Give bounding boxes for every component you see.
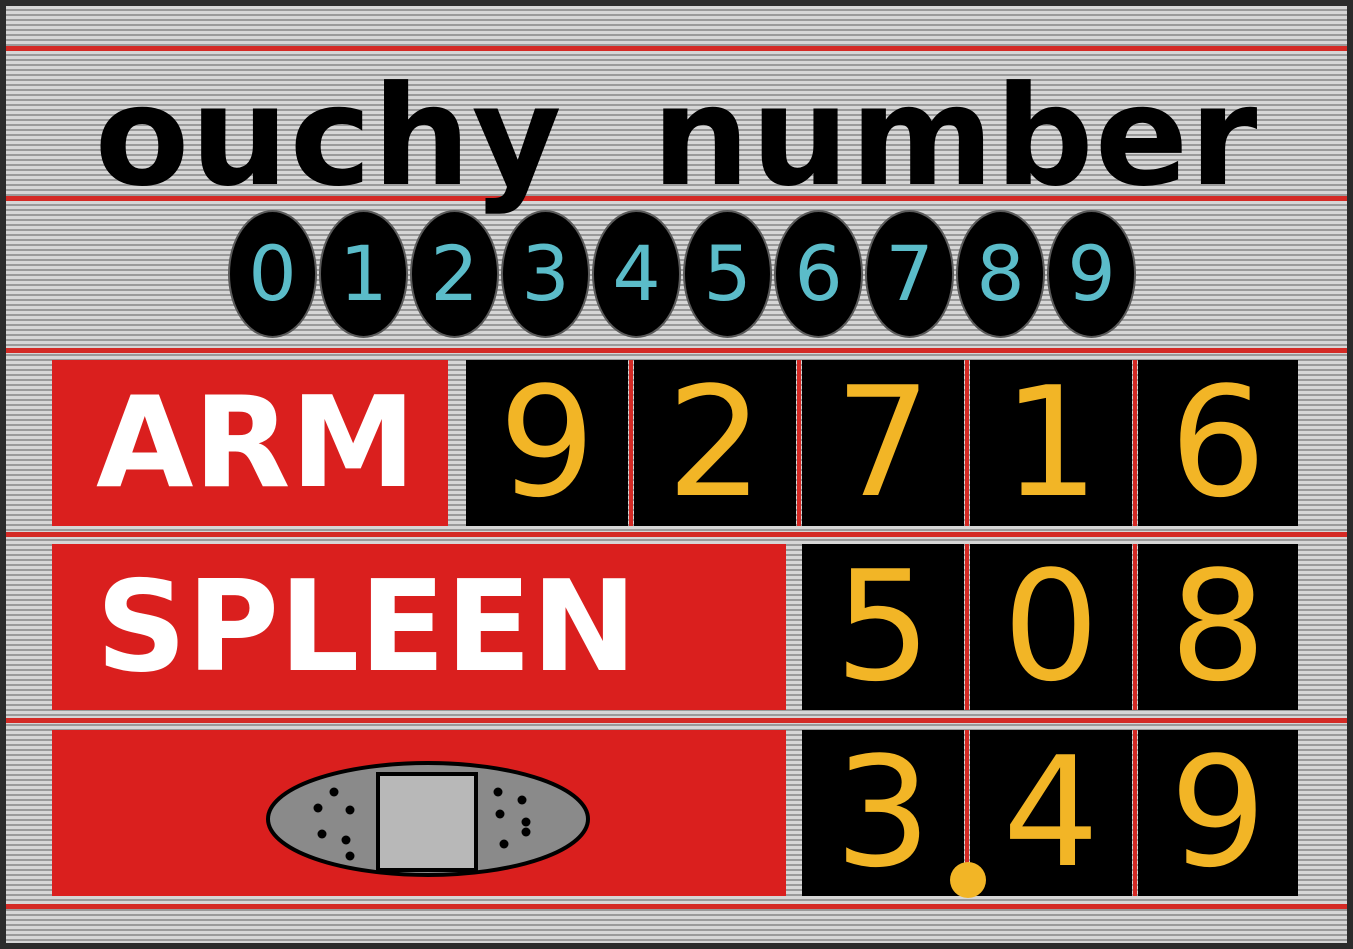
spleen-digit-tile-3: 8	[1138, 544, 1298, 710]
rail-top	[6, 46, 1347, 51]
row-label-spleen: SPLEEN	[52, 544, 786, 710]
digit-button-6[interactable]: 6	[774, 210, 863, 338]
digit-selector: 0 1 2 3 4 5 6 7 8 9	[228, 210, 1136, 340]
digit-button-2[interactable]: 2	[410, 210, 499, 338]
digit-button-8[interactable]: 8	[956, 210, 1045, 338]
tile-divider	[965, 360, 969, 526]
page-title: ouchy number	[94, 56, 1259, 217]
arm-digit-tile-1: 9	[466, 360, 628, 526]
arm-digit-tile-5: 6	[1138, 360, 1298, 526]
tile-divider	[965, 730, 969, 896]
arm-digit-tile-4: 1	[970, 360, 1132, 526]
decimal-digit-tile-1: 3	[802, 730, 964, 896]
rail-under-spleen	[6, 718, 1347, 723]
digit-button-7[interactable]: 7	[865, 210, 954, 338]
rail-under-digits	[6, 348, 1347, 353]
spleen-digit-tile-2: 0	[970, 544, 1132, 710]
tile-divider	[629, 360, 633, 526]
digit-button-0[interactable]: 0	[228, 210, 317, 338]
rail-under-title	[6, 196, 1347, 201]
spleen-digit-tile-1: 5	[802, 544, 964, 710]
row-label-arm: ARM	[52, 360, 448, 526]
tile-divider	[965, 544, 969, 710]
tile-divider	[1133, 730, 1137, 896]
row-label-arm-text: ARM	[96, 369, 416, 516]
digit-button-9[interactable]: 9	[1047, 210, 1136, 338]
tile-divider	[797, 360, 801, 526]
bandage-icon	[266, 761, 590, 877]
row-label-spleen-text: SPLEEN	[96, 553, 637, 700]
rail-under-arm	[6, 532, 1347, 537]
decimal-digit-tile-3: 9	[1138, 730, 1298, 896]
digit-button-1[interactable]: 1	[319, 210, 408, 338]
arm-digit-tile-3: 7	[802, 360, 964, 526]
tile-divider	[1133, 544, 1137, 710]
digit-button-5[interactable]: 5	[683, 210, 772, 338]
digit-button-4[interactable]: 4	[592, 210, 681, 338]
tile-divider	[1133, 360, 1137, 526]
decimal-point	[950, 862, 986, 898]
rail-bottom	[6, 904, 1347, 909]
decimal-digit-tile-2: 4	[970, 730, 1132, 896]
arm-digit-tile-2: 2	[634, 360, 796, 526]
digit-button-3[interactable]: 3	[501, 210, 590, 338]
